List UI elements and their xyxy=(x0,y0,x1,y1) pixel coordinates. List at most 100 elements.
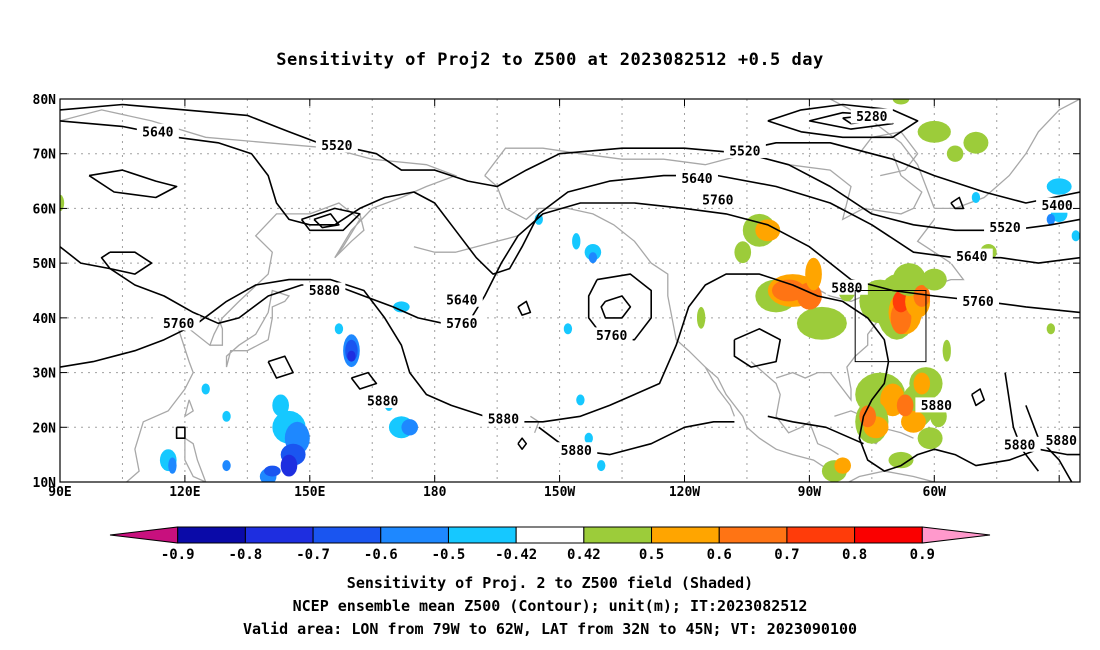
sensitivity-patch xyxy=(805,257,822,291)
z500-contour-line xyxy=(88,169,178,199)
footer-contour-caption: NCEP ensemble mean Z500 (Contour); unit(… xyxy=(292,597,808,615)
sensitivity-patch xyxy=(755,219,781,242)
lon-label: 90E xyxy=(48,485,71,500)
z500-contour-line xyxy=(313,213,340,229)
z500-contour-line xyxy=(767,103,919,139)
map-title: Sensitivity of Proj2 to Z500 at 20230825… xyxy=(276,50,824,70)
colorbar-segment xyxy=(651,526,720,544)
sensitivity-patch xyxy=(963,131,989,154)
z500-contour-line xyxy=(1025,405,1073,482)
colorbar-segment xyxy=(312,526,382,544)
coastline xyxy=(704,366,837,482)
z500-contour-line xyxy=(175,426,186,439)
latitude-axis-labels: 80N 70N 60N 50N 40N 30N 20N 10N xyxy=(33,93,57,491)
sensitivity-patch xyxy=(859,405,876,428)
contour-label-bg xyxy=(825,279,868,295)
z500-contour-line xyxy=(60,120,1080,275)
contour-label-bg xyxy=(850,108,893,124)
lat-label: 10N xyxy=(33,476,57,491)
lat-label: 40N xyxy=(33,312,57,327)
lon-label: 120W xyxy=(669,485,700,500)
colorbar-segment xyxy=(921,526,991,544)
contour-label-bg xyxy=(696,192,739,208)
colorbar-label: -0.8 xyxy=(229,547,263,563)
sensitivity-patch xyxy=(796,306,847,340)
colorbar-label: 0.6 xyxy=(707,547,732,563)
sensitivity-patch xyxy=(734,241,752,264)
z500-contour-line xyxy=(300,207,361,232)
sensitivity-patch xyxy=(60,194,65,212)
colorbar-label: 0.7 xyxy=(774,547,799,563)
colorbar-segment xyxy=(380,526,449,544)
contour-label: 5880 xyxy=(831,281,862,296)
colorbar-segment xyxy=(109,526,179,544)
sensitivity-patch xyxy=(913,372,931,395)
lon-label: 150W xyxy=(544,485,575,500)
contour-label-bg xyxy=(440,315,483,331)
sensitivity-patch xyxy=(168,457,177,474)
sensitivity-patch xyxy=(280,454,298,477)
coastline xyxy=(184,437,207,482)
lat-label: 70N xyxy=(33,148,57,163)
contour-label: 5880 xyxy=(921,399,952,414)
contour-label-bg xyxy=(915,397,958,413)
contour-label-bg xyxy=(723,142,766,158)
sensitivity-patch xyxy=(1046,178,1072,195)
valid-area-box xyxy=(854,290,927,363)
contour-label: 5280 xyxy=(856,110,887,125)
footer-shading-caption: Sensitivity of Proj. 2 to Z500 field (Sh… xyxy=(346,574,754,592)
valid-area-rectangle xyxy=(854,290,927,363)
colorbar-label: -0.9 xyxy=(161,547,195,563)
sensitivity-patch xyxy=(563,323,573,335)
sensitivity-patch xyxy=(917,427,943,450)
z500-contours xyxy=(60,103,1080,482)
lat-label: 20N xyxy=(33,421,57,436)
sensitivity-patch xyxy=(888,451,914,469)
colorbar-label: 0.8 xyxy=(842,547,867,563)
z500-contour-line xyxy=(267,355,294,379)
contour-label: 5760 xyxy=(446,317,477,332)
lon-label: 150E xyxy=(294,485,325,500)
contour-label: 5520 xyxy=(989,221,1020,236)
coastline xyxy=(858,131,919,177)
lon-label: 60W xyxy=(923,485,947,500)
sensitivity-patch xyxy=(917,120,951,143)
contour-label-bg xyxy=(482,411,525,427)
colorbar-segment xyxy=(177,526,246,544)
contour-label-bg xyxy=(590,327,633,343)
sensitivity-patch xyxy=(834,457,851,474)
z500-contour-line xyxy=(587,273,652,341)
lon-label: 120E xyxy=(169,485,200,500)
lat-lon-gridlines xyxy=(60,99,1080,482)
coastline xyxy=(60,109,458,482)
z500-contour-line xyxy=(517,437,528,450)
colorbar-segment xyxy=(786,526,856,544)
sensitivity-patch xyxy=(272,394,289,417)
sensitivity-patch xyxy=(901,410,926,433)
contour-label: 5880 xyxy=(1004,438,1035,453)
lat-label: 30N xyxy=(33,367,57,382)
z500-contour-line xyxy=(60,273,1080,472)
contour-label-bg xyxy=(136,123,179,139)
contour-label-bg xyxy=(303,282,346,298)
contour-label: 5880 xyxy=(561,444,592,459)
lat-label: 60N xyxy=(33,202,57,217)
sensitivity-patch xyxy=(576,394,585,406)
sensitivity-patch xyxy=(334,323,344,335)
z500-contour-line xyxy=(950,196,965,210)
z500-contour-line xyxy=(767,415,864,445)
sensitivity-patch xyxy=(942,339,951,362)
coastline xyxy=(183,399,194,418)
contour-label-bg xyxy=(440,291,483,307)
contour-label-bg xyxy=(1040,432,1083,448)
sensitivity-patch xyxy=(572,233,581,250)
contour-label-bg xyxy=(361,393,404,409)
coastline xyxy=(750,361,839,456)
colorbar-labels: -0.9 -0.8 -0.7 -0.6 -0.5 -0.42 0.42 0.5 0.6 0.7 0.… xyxy=(161,547,935,563)
lon-label: 90W xyxy=(798,485,822,500)
contour-label: 5880 xyxy=(309,284,340,299)
contour-label: 5760 xyxy=(702,194,733,209)
sensitivity-patch xyxy=(597,460,606,472)
contour-label-bg xyxy=(1036,197,1079,213)
